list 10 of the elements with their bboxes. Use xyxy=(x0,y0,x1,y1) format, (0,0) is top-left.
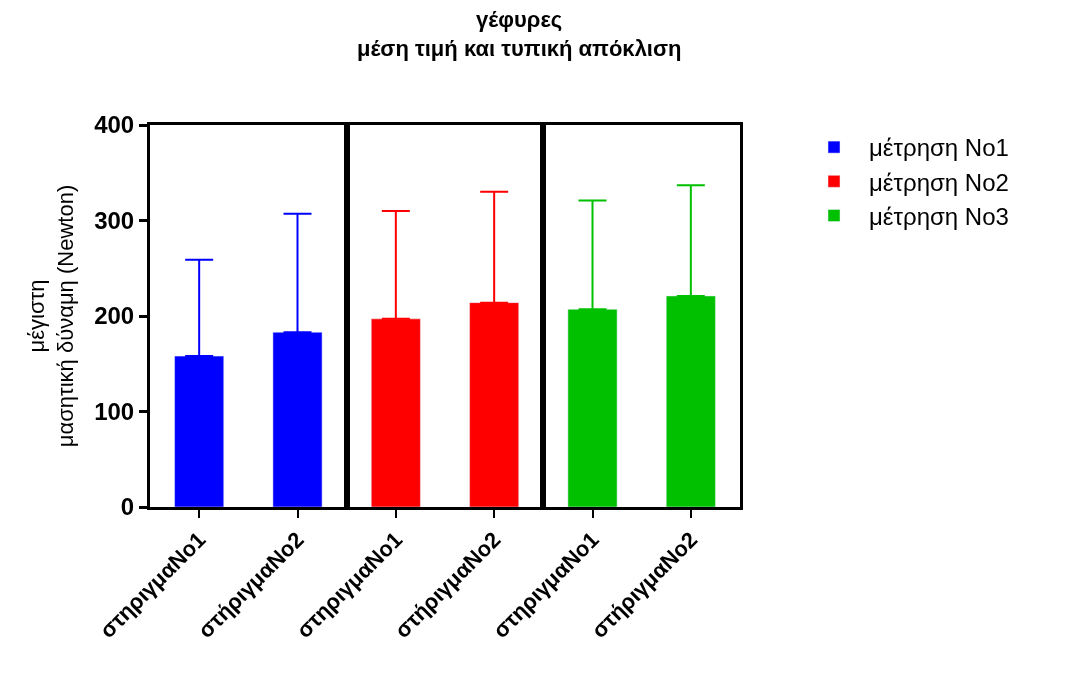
y-tick-label: 100 xyxy=(94,397,135,425)
y-tick-label: 400 xyxy=(94,111,135,139)
y-axis-title: μέγιστη μασητική δύναμη (Newton) xyxy=(24,184,78,448)
y-tick-label: 300 xyxy=(94,206,135,234)
y-tick-label: 200 xyxy=(94,302,135,330)
legend-label: μέτρηση No3 xyxy=(869,202,1009,230)
legend-label: μέτρηση No1 xyxy=(869,134,1009,162)
text: γέφυρες μέση τιμή και τυπική απόκλιση xyxy=(356,7,682,61)
y-tick-label: 0 xyxy=(120,493,135,521)
legend-label: μέτρηση No2 xyxy=(869,168,1009,196)
